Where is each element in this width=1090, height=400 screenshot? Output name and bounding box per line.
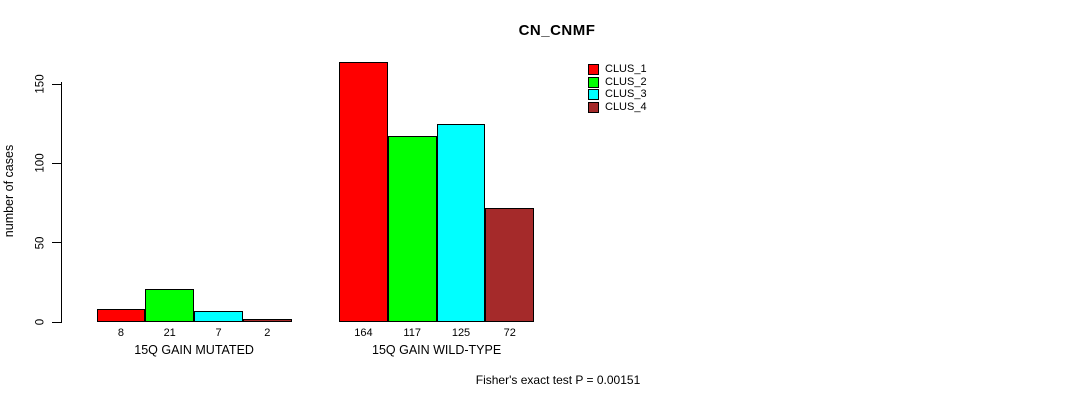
bar-clus_3-group-0	[194, 310, 243, 322]
chart-title: CN_CNMF	[518, 22, 596, 39]
bar-clus_1-group-1	[339, 61, 388, 322]
bar-clus_2-group-0	[145, 288, 195, 322]
bar-clus_4-group-0	[242, 318, 292, 322]
bar-value-label: 125	[451, 327, 471, 339]
legend-item: CLUS_2	[588, 76, 647, 89]
legend-swatch-clus_2	[588, 76, 599, 88]
legend-item: CLUS_4	[588, 101, 647, 114]
bar-clus_1-group-0	[96, 309, 146, 322]
y-axis-line	[61, 82, 62, 323]
y-tick-mark	[52, 162, 62, 164]
bar-clus_3-group-1	[436, 123, 486, 322]
bar-value-label: 72	[503, 327, 516, 339]
bar-clus_2-group-1	[387, 136, 437, 322]
legend-item-label: CLUS_3	[605, 88, 647, 101]
y-tick-mark	[52, 321, 62, 323]
y-tick-label: 50	[34, 236, 47, 250]
bar-value-label: 7	[215, 327, 222, 339]
legend-item: CLUS_3	[588, 88, 647, 101]
y-tick-label: 150	[34, 74, 47, 94]
legend-swatch-clus_1	[588, 63, 599, 75]
legend-item-label: CLUS_2	[605, 75, 647, 88]
bar-value-label: 117	[403, 327, 421, 339]
legend-item-label: CLUS_4	[605, 100, 647, 113]
y-tick-mark	[52, 83, 62, 85]
group-label: 15Q GAIN MUTATED	[134, 343, 254, 357]
bar-clus_4-group-1	[485, 207, 535, 322]
legend-swatch-clus_4	[588, 101, 599, 113]
legend-swatch-clus_3	[588, 89, 599, 101]
y-tick-mark	[52, 242, 62, 244]
fisher-test-annotation: Fisher's exact test P = 0.00151	[475, 373, 641, 387]
bar-value-label: 164	[354, 327, 373, 339]
legend-item: CLUS_1	[588, 63, 647, 76]
y-tick-label: 100	[34, 153, 47, 173]
bar-value-label: 21	[163, 327, 176, 339]
bar-value-label: 2	[264, 327, 271, 339]
group-label: 15Q GAIN WILD-TYPE	[371, 343, 502, 357]
legend-item-label: CLUS_1	[605, 62, 647, 75]
bar-value-label: 8	[117, 327, 124, 339]
legend: CLUS_1 CLUS_2 CLUS_3 CLUS_4	[588, 63, 647, 114]
y-axis-label: number of cases	[2, 144, 16, 238]
y-tick-label: 0	[34, 318, 47, 326]
